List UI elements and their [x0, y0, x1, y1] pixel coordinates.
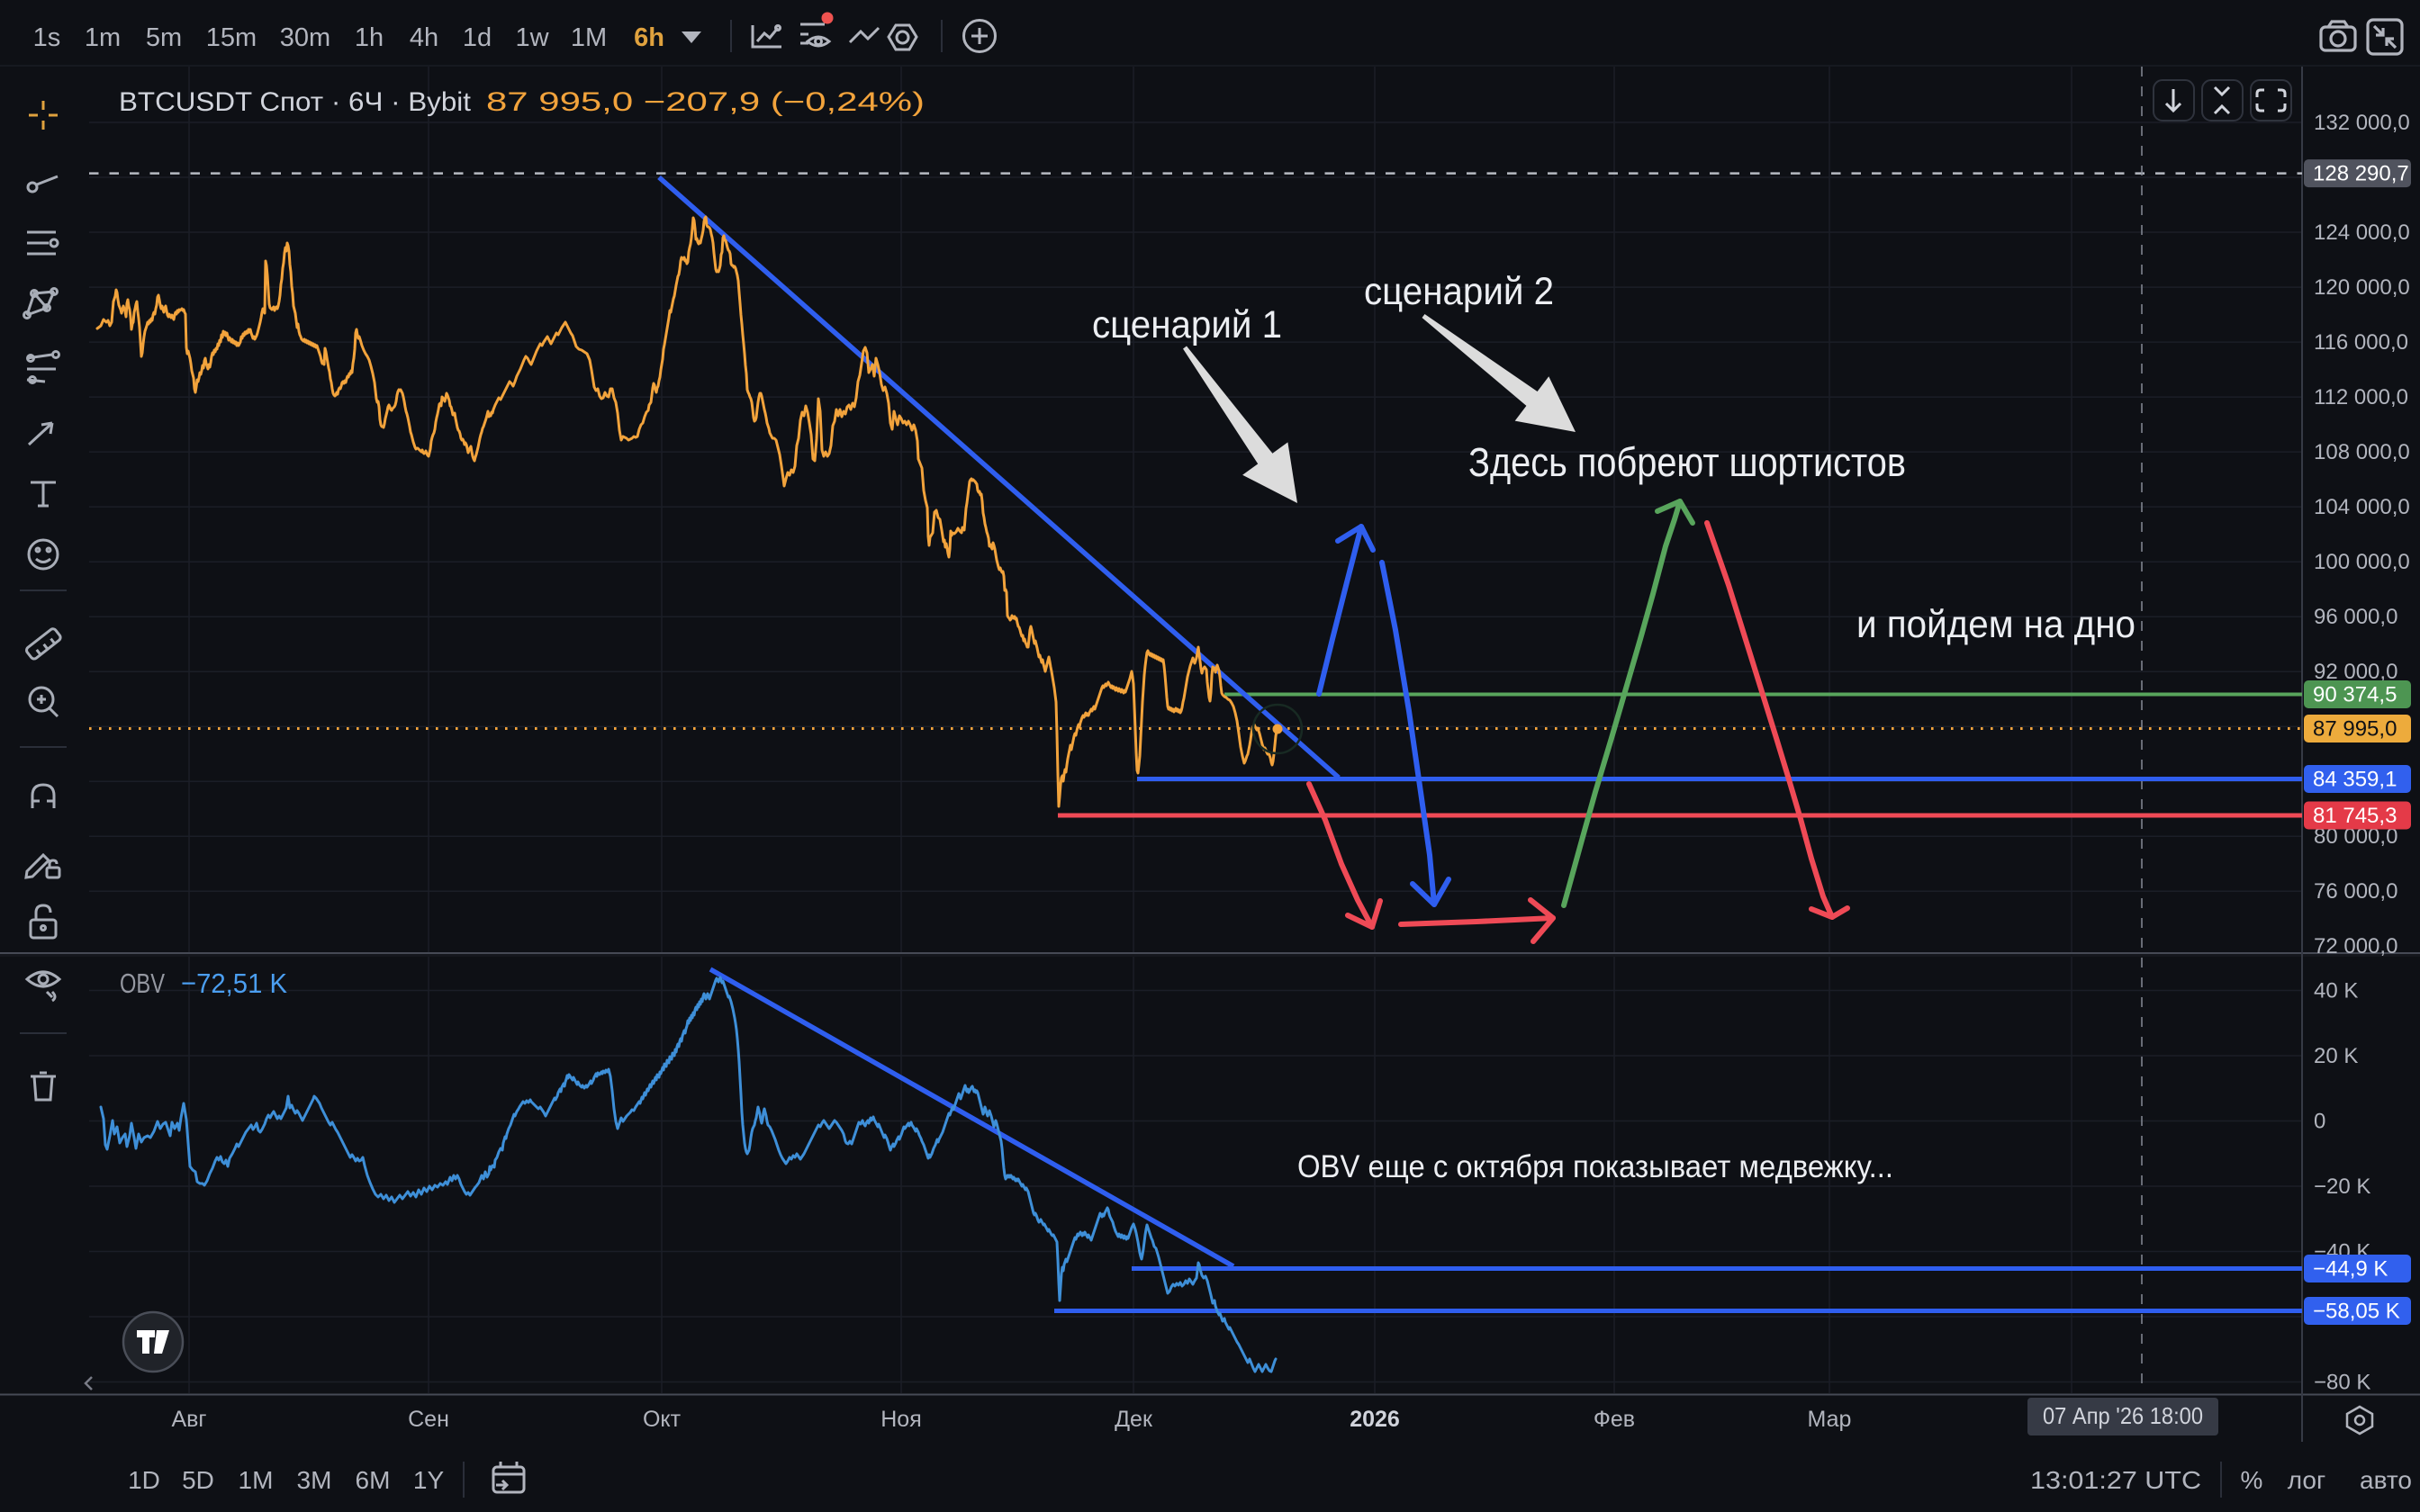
svg-text:1m: 1m — [85, 23, 121, 52]
svg-text:132 000,0: 132 000,0 — [2314, 111, 2410, 135]
svg-text:−20 K: −20 K — [2314, 1174, 2370, 1199]
svg-text:−80 K: −80 K — [2314, 1371, 2370, 1395]
svg-text:1Y: 1Y — [413, 1466, 445, 1494]
svg-text:−58,05 K: −58,05 K — [2313, 1300, 2400, 1324]
svg-text:112 000,0: 112 000,0 — [2314, 385, 2408, 410]
svg-text:6h: 6h — [634, 23, 664, 52]
svg-text:124 000,0: 124 000,0 — [2314, 220, 2410, 245]
svg-text:20 K: 20 K — [2314, 1044, 2358, 1068]
svg-text:76 000,0: 76 000,0 — [2314, 879, 2397, 904]
svg-text:1D: 1D — [128, 1466, 160, 1494]
svg-text:40 K: 40 K — [2314, 979, 2358, 1004]
svg-text:5D: 5D — [182, 1466, 214, 1494]
svg-text:120 000,0: 120 000,0 — [2314, 275, 2410, 300]
svg-text:13:01:27 UTC: 13:01:27 UTC — [2030, 1466, 2201, 1494]
svg-text:87 995,0: 87 995,0 — [2313, 717, 2397, 742]
svg-text:0: 0 — [2314, 1110, 2325, 1134]
svg-text:92 000,0: 92 000,0 — [2314, 660, 2397, 684]
svg-text:1h: 1h — [355, 23, 384, 52]
svg-text:сценарий 1: сценарий 1 — [1092, 303, 1282, 346]
svg-text:сценарий 2: сценарий 2 — [1364, 270, 1554, 313]
svg-text:Мар: Мар — [1808, 1407, 1852, 1432]
svg-text:84 359,1: 84 359,1 — [2313, 768, 2397, 792]
svg-text:OBV еще с октября показывает м: OBV еще с октября показывает медвежку... — [1297, 1149, 1893, 1184]
svg-text:6M: 6M — [356, 1466, 391, 1494]
svg-text:72 000,0: 72 000,0 — [2314, 934, 2397, 958]
svg-text:104 000,0: 104 000,0 — [2314, 495, 2410, 519]
svg-text:−72,51 K: −72,51 K — [181, 968, 287, 999]
svg-text:1M: 1M — [571, 23, 607, 52]
svg-text:Авг: Авг — [171, 1407, 206, 1432]
svg-text:Окт: Окт — [643, 1407, 682, 1432]
svg-text:108 000,0: 108 000,0 — [2314, 440, 2410, 464]
svg-text:1w: 1w — [515, 23, 549, 52]
svg-text:авто: авто — [2360, 1466, 2412, 1494]
svg-text:100 000,0: 100 000,0 — [2314, 550, 2410, 574]
svg-text:лог: лог — [2288, 1466, 2325, 1494]
svg-text:Фев: Фев — [1594, 1407, 1635, 1432]
svg-text:Ноя: Ноя — [880, 1407, 922, 1432]
svg-text:81 745,3: 81 745,3 — [2313, 804, 2397, 828]
svg-text:и пойдем на дно: и пойдем на дно — [1856, 603, 2136, 646]
svg-text:90 374,5: 90 374,5 — [2313, 683, 2397, 707]
svg-text:116 000,0: 116 000,0 — [2314, 330, 2408, 355]
svg-text:96 000,0: 96 000,0 — [2314, 605, 2397, 629]
svg-text:1s: 1s — [33, 23, 61, 52]
svg-text:3M: 3M — [297, 1466, 332, 1494]
svg-text:Дек: Дек — [1115, 1407, 1153, 1432]
svg-text:1M: 1M — [239, 1466, 274, 1494]
svg-text:87 995,0 −207,9 (−0,24%): 87 995,0 −207,9 (−0,24%) — [486, 87, 925, 117]
svg-text:5m: 5m — [146, 23, 182, 52]
svg-text:−44,9 K: −44,9 K — [2313, 1257, 2388, 1282]
svg-text:Здесь побреют шортистов: Здесь побреют шортистов — [1468, 439, 1906, 485]
svg-text:07 Апр '26 18:00: 07 Апр '26 18:00 — [2043, 1402, 2203, 1429]
svg-text:OBV: OBV — [120, 968, 165, 999]
svg-text:Сен: Сен — [408, 1407, 449, 1432]
svg-text:1d: 1d — [463, 23, 492, 52]
svg-text:%: % — [2241, 1466, 2263, 1494]
svg-text:30m: 30m — [280, 23, 330, 52]
svg-text:BTCUSDT Спот · 6Ч · Bybit: BTCUSDT Спот · 6Ч · Bybit — [119, 87, 472, 117]
svg-text:128 290,7: 128 290,7 — [2313, 162, 2409, 186]
svg-text:4h: 4h — [410, 23, 438, 52]
svg-text:2026: 2026 — [1350, 1407, 1400, 1432]
svg-text:15m: 15m — [206, 23, 257, 52]
